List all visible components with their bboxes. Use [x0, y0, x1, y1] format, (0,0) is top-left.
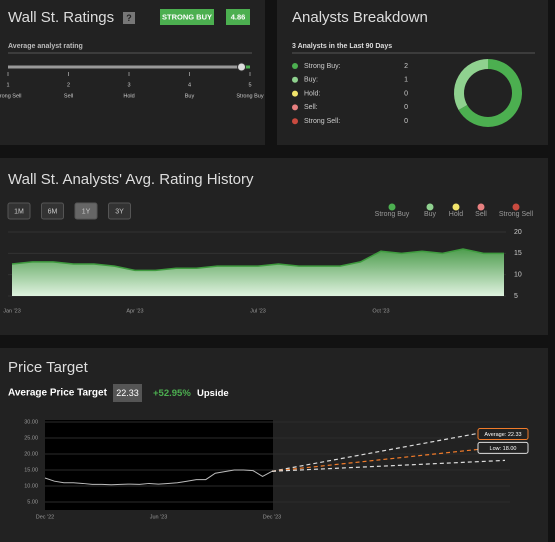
legend-dot	[292, 90, 298, 97]
tick-label: 1	[6, 82, 9, 88]
range-button[interactable]	[108, 202, 131, 220]
upside: +52.95%	[153, 388, 191, 399]
item-value: 0	[404, 90, 408, 97]
x-tick-label: Oct '23	[372, 308, 389, 314]
range-button[interactable]	[7, 202, 31, 220]
y-tick-label: 10.00	[24, 483, 38, 489]
y-tick-label: 20	[514, 229, 522, 236]
legend-dot	[292, 118, 298, 125]
legend-dot	[426, 203, 434, 211]
tick-label: 3	[127, 82, 130, 88]
y-tick-label: 15	[514, 250, 522, 257]
range-label: 1M	[14, 208, 24, 215]
tick-name: Strong Sell	[0, 93, 21, 99]
item-name: Sell:	[304, 104, 318, 111]
tick-label: 4	[188, 82, 191, 88]
range-label: 6M	[48, 208, 58, 215]
item-value: 0	[404, 118, 408, 125]
line	[11, 248, 504, 272]
legend-label: Hold	[449, 211, 464, 218]
rating-value: 4.86	[231, 12, 246, 21]
x-tick-label: Apr '23	[126, 308, 143, 314]
item-value: 1	[404, 77, 408, 84]
badge	[226, 9, 250, 25]
upside-label: Upside	[197, 388, 229, 399]
subtitle: Average analyst rating	[8, 43, 83, 50]
tick-label: 2	[67, 82, 70, 88]
legend-dot	[452, 203, 460, 211]
range-label: 1Y	[82, 208, 91, 215]
item-value: 2	[404, 63, 408, 70]
x-tick-label: Jun '23	[150, 514, 168, 520]
legend-label: Strong Buy	[375, 211, 410, 218]
panel	[0, 158, 548, 335]
target-value: 22.33	[116, 388, 139, 398]
x-tick-label: Dec '22	[36, 514, 54, 520]
badge	[160, 9, 214, 25]
legend-dot	[292, 104, 298, 111]
marker	[237, 62, 247, 72]
tick-name: Hold	[123, 93, 134, 99]
title: Price Target	[8, 359, 89, 376]
tick-name: Sell	[64, 93, 73, 99]
legend-label: Strong Sell	[499, 211, 534, 218]
target-label: Average Price Target	[8, 388, 108, 399]
projection-label: Average: 22.33	[484, 432, 521, 438]
x-tick-label: Jul '23	[250, 308, 266, 314]
y-tick-label: 5.00	[27, 499, 38, 505]
help-text: ?	[126, 13, 132, 23]
range-label: 3Y	[115, 208, 124, 215]
item-name: Strong Buy:	[304, 63, 341, 70]
legend-label: Sell	[475, 211, 487, 218]
rating-label: STRONG BUY	[162, 12, 212, 21]
projection	[271, 459, 506, 472]
projection	[271, 427, 506, 472]
item-value: 0	[404, 104, 408, 111]
x-tick-label: Jan '23	[3, 308, 21, 314]
projection-label: Low: 18.00	[490, 446, 517, 452]
item-name: Strong Sell:	[304, 118, 340, 125]
y-tick-label: 20.00	[24, 451, 38, 457]
projection-box	[477, 428, 529, 441]
range-button[interactable]	[74, 202, 98, 220]
y-tick-label: 5	[514, 293, 518, 300]
price-line	[44, 469, 273, 486]
tick-name: Buy	[185, 93, 195, 99]
tick-label: 5	[248, 82, 251, 88]
legend-dot	[512, 203, 520, 211]
subtitle: 3 Analysts in the Last 90 Days	[292, 43, 392, 50]
item-name: Buy:	[304, 77, 318, 84]
range-button[interactable]	[41, 202, 64, 220]
badge	[113, 384, 142, 402]
panel	[0, 0, 265, 145]
y-tick-label: 15.00	[24, 467, 38, 473]
legend-dot	[292, 63, 298, 69]
donut-arc	[458, 59, 522, 127]
legend-dot	[292, 76, 298, 83]
projection-box	[477, 441, 529, 454]
legend-dot	[477, 203, 485, 211]
item-name: Hold:	[304, 90, 320, 97]
help-icon[interactable]	[123, 12, 135, 24]
plot-history	[45, 420, 273, 510]
title: Analysts Breakdown	[292, 9, 428, 26]
y-tick-label: 25.00	[24, 435, 38, 441]
legend-label: Buy	[424, 211, 437, 218]
y-tick-label: 30.00	[24, 419, 38, 425]
donut-arc	[454, 59, 489, 110]
tick-name: Strong Buy	[236, 93, 263, 99]
x-tick-label: Dec '23	[263, 514, 281, 520]
y-tick-label: 10	[514, 272, 522, 279]
title: Wall St. Ratings	[8, 9, 114, 26]
area	[12, 249, 504, 296]
title: Wall St. Analysts' Avg. Rating History	[8, 171, 254, 188]
legend-dot	[388, 203, 396, 211]
